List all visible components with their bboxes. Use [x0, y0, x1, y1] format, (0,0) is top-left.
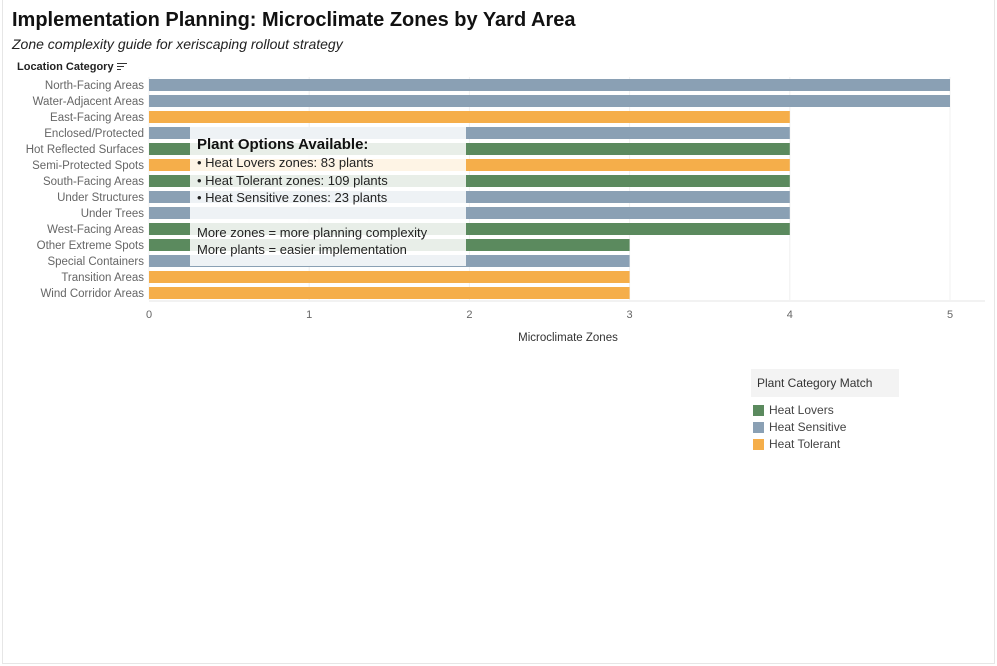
- bar[interactable]: [149, 95, 950, 107]
- category-label: Water-Adjacent Areas: [33, 96, 145, 108]
- legend-item[interactable]: Heat Sensitive: [751, 420, 899, 434]
- legend-item[interactable]: Heat Tolerant: [751, 437, 899, 451]
- annotation-line: • Heat Sensitive zones: 23 plants: [197, 190, 388, 205]
- bar[interactable]: [149, 287, 630, 299]
- category-label: Transition Areas: [61, 272, 144, 284]
- legend-title: Plant Category Match: [751, 369, 899, 397]
- annotation-box: [190, 127, 466, 266]
- category-label: Hot Reflected Surfaces: [26, 144, 145, 156]
- annotation-line: More zones = more planning complexity: [197, 225, 428, 240]
- annotation-title: Plant Options Available:: [197, 136, 368, 153]
- legend-item[interactable]: Heat Lovers: [751, 403, 899, 417]
- sort-descending-icon[interactable]: [116, 63, 127, 71]
- category-label: Under Structures: [57, 192, 144, 204]
- annotation-line: • Heat Tolerant zones: 109 plants: [197, 173, 388, 188]
- category-label: West-Facing Areas: [47, 224, 144, 236]
- category-label: Under Trees: [81, 208, 145, 220]
- x-tick-label: 5: [947, 309, 953, 321]
- row-header-label: Location Category: [17, 61, 114, 73]
- category-label: Special Containers: [47, 256, 144, 268]
- category-label: Wind Corridor Areas: [40, 288, 144, 300]
- category-label: Other Extreme Spots: [37, 240, 145, 252]
- chart-title: Implementation Planning: Microclimate Zo…: [12, 9, 576, 31]
- legend-swatch: [753, 404, 764, 416]
- bar[interactable]: [149, 111, 790, 123]
- annotation-line: • Heat Lovers zones: 83 plants: [197, 155, 374, 170]
- legend-swatch: [753, 438, 764, 450]
- legend-label: Heat Sensitive: [769, 420, 847, 434]
- legend-label: Heat Lovers: [769, 403, 834, 417]
- bar[interactable]: [149, 271, 630, 283]
- x-tick-label: 0: [146, 309, 152, 321]
- category-label: Enclosed/Protected: [44, 128, 144, 140]
- legend-label: Heat Tolerant: [769, 437, 841, 451]
- x-axis-title: Microclimate Zones: [518, 332, 618, 344]
- category-label: Semi-Protected Spots: [32, 160, 144, 172]
- category-label: East-Facing Areas: [50, 112, 144, 124]
- legend-swatch: [753, 421, 764, 433]
- annotation-line: More plants = easier implementation: [197, 242, 407, 257]
- x-tick-label: 2: [466, 309, 472, 321]
- row-header[interactable]: Location Category: [17, 61, 127, 73]
- category-label: South-Facing Areas: [43, 176, 144, 188]
- x-tick-label: 4: [787, 309, 793, 321]
- x-tick-label: 3: [627, 309, 633, 321]
- category-label: North-Facing Areas: [45, 80, 144, 92]
- chart-subtitle: Zone complexity guide for xeriscaping ro…: [12, 36, 343, 52]
- x-tick-label: 1: [306, 309, 312, 321]
- bar[interactable]: [149, 79, 950, 91]
- legend: Plant Category Match Heat Lovers Heat Sen…: [751, 369, 899, 451]
